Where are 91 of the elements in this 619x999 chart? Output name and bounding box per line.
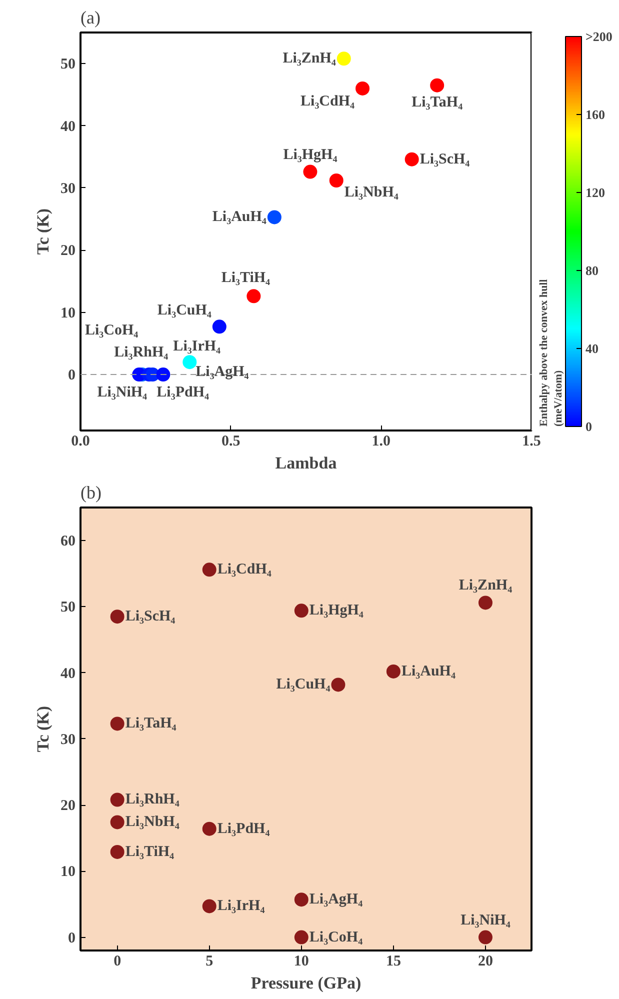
point xyxy=(202,899,216,914)
annotation: Li₃IrH₄ xyxy=(173,338,222,355)
y-tick-label: 40 xyxy=(60,118,76,135)
annotation: Li₃TaH₄ xyxy=(125,716,177,732)
annotation: Li₃ZnH₄ xyxy=(458,578,513,594)
annotation: Li₃CdH₄ xyxy=(217,562,272,578)
y-tick-label: 60 xyxy=(60,534,76,550)
x-tick-label: 10 xyxy=(294,954,309,970)
x-axis-title: Pressure (GPa) xyxy=(250,974,362,992)
point xyxy=(110,844,124,859)
point xyxy=(110,792,124,807)
x-tick-label: 20 xyxy=(478,954,493,970)
y-tick-label: 10 xyxy=(60,864,76,880)
y-axis-title: Tc (K) xyxy=(34,208,52,255)
point xyxy=(404,152,419,166)
point xyxy=(246,289,261,304)
x-tick-label: 1.5 xyxy=(522,434,541,450)
point xyxy=(202,562,216,577)
point xyxy=(110,610,124,624)
point xyxy=(267,210,282,224)
color-bar-label: 80 xyxy=(586,263,598,278)
x-tick-label: 1.0 xyxy=(372,434,391,450)
point xyxy=(202,822,216,836)
color-bar-label: 0 xyxy=(586,419,592,434)
annotation: Li₃HgH₄ xyxy=(309,602,364,619)
point xyxy=(336,52,351,66)
annotation: Li₃NbH₄ xyxy=(125,814,180,830)
annotation: Li₃PdH₄ xyxy=(156,384,210,401)
color-bar-label: >200 xyxy=(586,29,612,44)
y-tick-label: 40 xyxy=(60,666,76,682)
annotation: Li₃AuH₄ xyxy=(212,209,267,226)
x-tick-label: 15 xyxy=(386,954,401,970)
x-axis-title: Lambda xyxy=(275,454,338,472)
y-tick-label: 30 xyxy=(60,180,76,197)
annotation: Li₃AgH₄ xyxy=(196,364,250,380)
annotation: Li₃ZnH₄ xyxy=(282,50,336,67)
annotation: Li₃HgH₄ xyxy=(283,146,338,163)
y-tick-label: 50 xyxy=(60,600,76,616)
point xyxy=(110,716,124,731)
color-bar-label: 160 xyxy=(586,107,605,122)
point xyxy=(294,892,308,907)
color-bar-title: Enthalpy above the convex hull (meV/atom) xyxy=(538,279,564,426)
annotation: Li₃ScH₄ xyxy=(125,608,176,625)
y-tick-label: 20 xyxy=(60,798,76,814)
annotation: Li₃NiH₄ xyxy=(97,384,148,401)
point xyxy=(156,368,170,382)
point xyxy=(294,930,308,944)
point xyxy=(182,355,197,370)
annotation: Li₃CdH₄ xyxy=(300,93,356,110)
point xyxy=(478,930,492,944)
annotation: Li₃AuH₄ xyxy=(401,663,456,680)
y-tick-label: 0 xyxy=(68,930,76,946)
annotation: Li₃CoH₄ xyxy=(309,929,364,946)
chart-title: (b) xyxy=(80,482,102,502)
y-tick-label: 20 xyxy=(60,243,76,260)
x-tick-label: 0.5 xyxy=(221,434,240,450)
point xyxy=(331,678,346,692)
annotation: Li₃RhH₄ xyxy=(125,792,180,808)
annotation: Li₃IrH₄ xyxy=(217,898,266,914)
annotation: Li₃NiH₄ xyxy=(460,912,511,928)
y-tick-label: 10 xyxy=(60,305,76,322)
annotation: Li₃TaH₄ xyxy=(412,94,464,110)
point xyxy=(430,78,444,92)
y-tick-label: 0 xyxy=(68,368,76,384)
point xyxy=(329,174,344,188)
point xyxy=(356,81,370,96)
y-tick-label: 30 xyxy=(60,732,76,748)
color-bar-label: 40 xyxy=(586,341,598,356)
point xyxy=(294,604,308,618)
x-tick-label: 5 xyxy=(206,954,214,970)
x-tick-label: 0 xyxy=(114,954,122,970)
point xyxy=(478,596,492,610)
annotation: Li₃ScH₄ xyxy=(420,151,470,168)
point xyxy=(303,164,318,179)
annotation: Li₃AgH₄ xyxy=(309,892,364,908)
annotation: Li₃CuH₄ xyxy=(157,302,212,319)
y-axis-title: Tc (K) xyxy=(34,706,52,752)
annotation: Li₃TiH₄ xyxy=(221,270,271,286)
y-tick-label: 50 xyxy=(60,56,76,73)
annotation: Li₃CoH₄ xyxy=(84,322,139,339)
point xyxy=(212,320,226,334)
annotation: Li₃CuH₄ xyxy=(276,676,331,693)
point xyxy=(386,664,400,678)
chart-title: (a) xyxy=(80,8,100,28)
color-bar-label: 120 xyxy=(586,185,605,200)
annotation: Li₃RhH₄ xyxy=(114,344,169,361)
annotation: Li₃PdH₄ xyxy=(217,820,270,837)
x-tick-label: 0.0 xyxy=(71,434,90,450)
point xyxy=(110,815,124,830)
annotation: Li₃NbH₄ xyxy=(344,184,399,201)
annotation: Li₃TiH₄ xyxy=(125,844,175,860)
